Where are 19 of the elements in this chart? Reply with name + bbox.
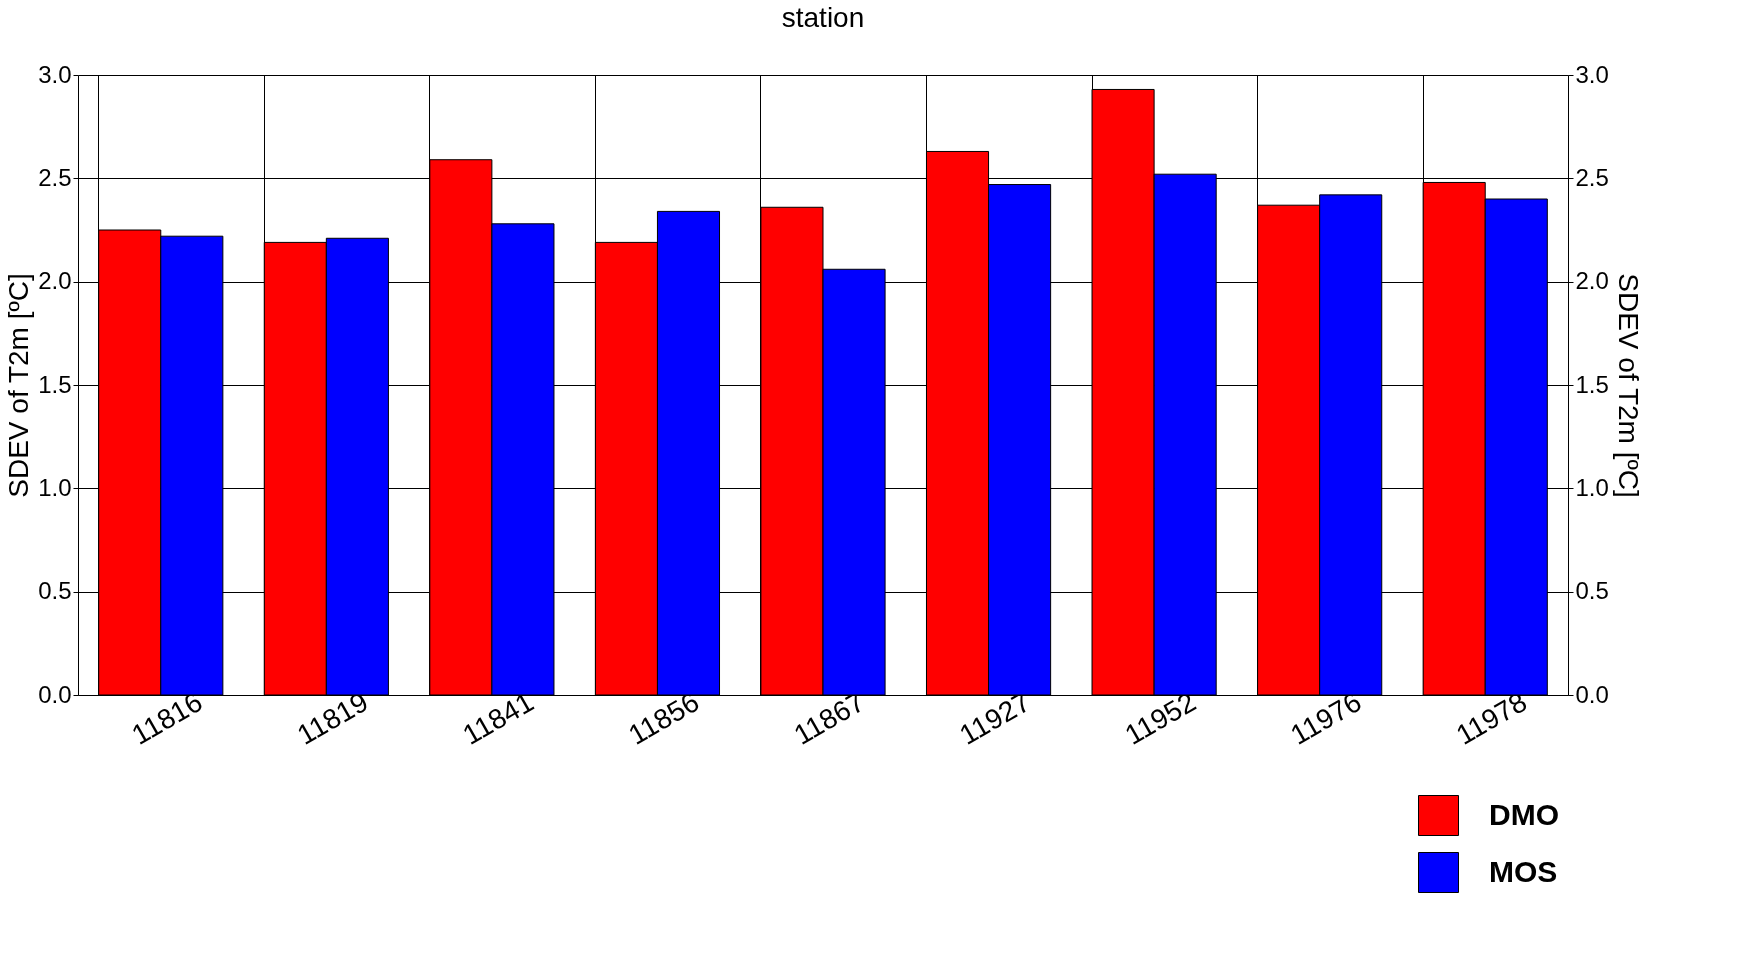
y2-tick-label: 0.5 [1575, 577, 1609, 605]
chart-title: station [781, 2, 865, 33]
y-tick-label: 2.5 [38, 163, 72, 191]
y-tick-label: 1.0 [38, 473, 72, 501]
legend-label: DMO [1489, 797, 1559, 831]
y2-tick-label: 3.0 [1575, 60, 1609, 88]
y-axis-title: SDEV of T2m [ºC] [3, 273, 35, 498]
y-tick-label: 0.0 [38, 680, 72, 708]
y-tick-label: 1.5 [38, 370, 72, 398]
y-tick-label: 2.0 [38, 267, 72, 295]
y2-tick-label: 1.5 [1575, 370, 1609, 398]
y-tick-label: 0.5 [38, 577, 72, 605]
legend-label: MOS [1489, 854, 1558, 888]
y2-tick-label: 2.0 [1575, 267, 1609, 295]
y2-tick-label: 2.5 [1575, 163, 1609, 191]
y2-axis-title: SDEV of T2m [ºC] [1612, 273, 1644, 498]
y2-tick-label: 0.0 [1575, 680, 1609, 708]
y2-tick-label: 1.0 [1575, 473, 1609, 501]
y-tick-label: 3.0 [38, 60, 72, 88]
